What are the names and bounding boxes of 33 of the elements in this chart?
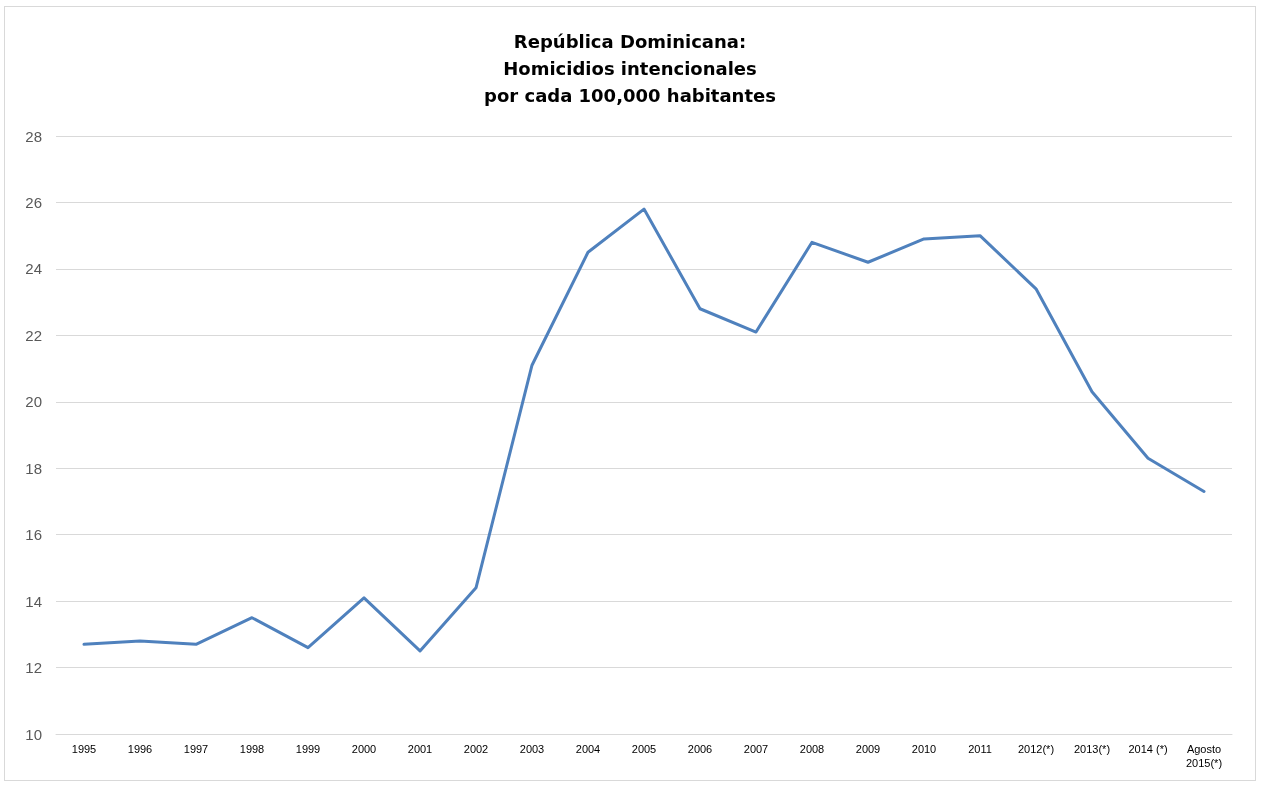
x-tick-label: 2007 bbox=[743, 743, 769, 755]
x-tick-label: Agosto 2015(*) bbox=[1185, 743, 1223, 769]
x-tick-label: 2012(*) bbox=[1017, 743, 1055, 755]
x-tick-label: 1997 bbox=[183, 743, 209, 755]
x-tick-label: 2006 bbox=[687, 743, 713, 755]
x-tick-label: 2014 (*) bbox=[1128, 743, 1168, 755]
y-tick-label: 18 bbox=[25, 459, 42, 477]
y-tick-label: 24 bbox=[25, 260, 42, 278]
y-tick-label: 12 bbox=[25, 659, 42, 677]
x-tick-label: 2000 bbox=[351, 743, 377, 755]
x-tick-label: 1999 bbox=[295, 743, 321, 755]
y-tick-label: 14 bbox=[25, 592, 42, 610]
x-tick-label: 2009 bbox=[855, 743, 881, 755]
x-tick-label: 2013(*) bbox=[1073, 743, 1111, 755]
x-tick-label: 1998 bbox=[239, 743, 265, 755]
y-tick-label: 10 bbox=[25, 725, 42, 743]
y-tick-label: 20 bbox=[25, 393, 42, 411]
x-tick-label: 2003 bbox=[519, 743, 545, 755]
y-tick-label: 26 bbox=[25, 193, 42, 211]
y-tick-label: 16 bbox=[25, 526, 42, 544]
y-tick-label: 22 bbox=[25, 326, 42, 344]
x-tick-label: 2002 bbox=[463, 743, 489, 755]
chart-title: República Dominicana: Homicidios intencionales por cada 100,000 habitantes bbox=[484, 31, 776, 106]
x-tick-label: 2011 bbox=[968, 743, 992, 755]
x-tick-label: 2010 bbox=[911, 743, 937, 755]
x-tick-label: 2004 bbox=[575, 743, 601, 755]
x-tick-label: 2005 bbox=[631, 743, 657, 755]
x-tick-label: 2001 bbox=[407, 743, 433, 755]
line-series bbox=[82, 207, 1206, 653]
y-tick-label: 28 bbox=[25, 127, 42, 145]
x-tick-label: 1996 bbox=[127, 743, 153, 755]
x-tick-label: 1995 bbox=[71, 743, 97, 755]
x-tick-label: 2008 bbox=[799, 743, 825, 755]
